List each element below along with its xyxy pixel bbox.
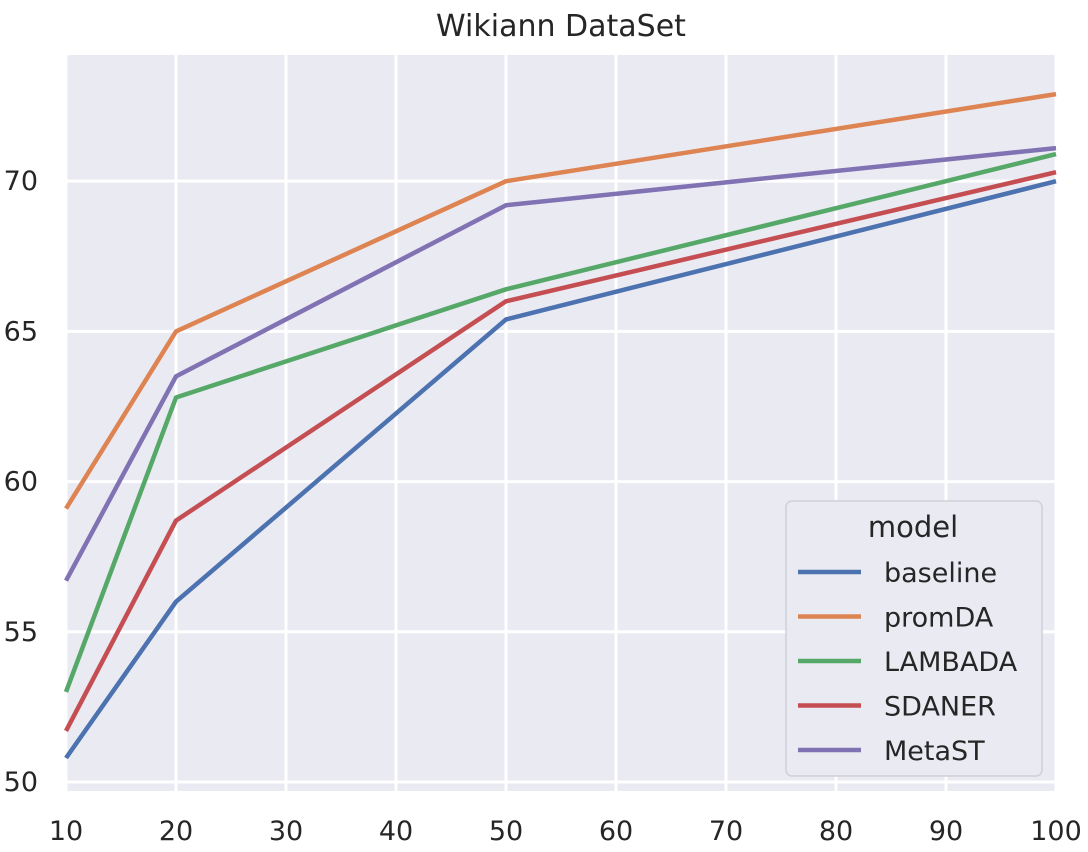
grid — [64, 55, 1058, 791]
x-tick-label: 70 — [709, 816, 743, 847]
x-tick-label: 20 — [159, 816, 193, 847]
x-tick-label: 90 — [929, 816, 963, 847]
legend-label-metast: MetaST — [884, 736, 985, 767]
axis-ticks: 10 20 30 40 50 60 70 80 90 100 50 55 60 65 70 — [4, 166, 1082, 847]
series-line-baseline — [64, 179, 1057, 760]
series-line-sdaner — [64, 170, 1057, 732]
x-tick-label: 40 — [379, 816, 413, 847]
x-tick-label: 80 — [819, 816, 853, 847]
x-tick-label: 50 — [489, 816, 523, 847]
legend-label-baseline: baseline — [884, 558, 997, 589]
series-line-lambada — [63, 151, 1057, 693]
series-line-promda — [64, 91, 1057, 510]
y-tick-label: 55 — [4, 617, 38, 648]
legend-label-lambada: LAMBADA — [884, 647, 1018, 678]
series-lines — [63, 91, 1057, 760]
legend: model baseline promDA LAMBADA SDANER MetaST — [785, 500, 1043, 777]
legend-label-sdaner: SDANER — [884, 692, 996, 723]
y-tick-label: 60 — [4, 467, 38, 498]
y-tick-label: 65 — [4, 316, 38, 347]
y-tick-label: 50 — [4, 767, 38, 798]
y-tick-label: 70 — [4, 166, 38, 197]
chart-title: Wikiann DataSet — [436, 9, 686, 44]
legend-title: model — [868, 510, 958, 544]
x-tick-label: 30 — [269, 816, 303, 847]
x-tick-label: 60 — [599, 816, 633, 847]
x-tick-label: 10 — [49, 816, 83, 847]
series-line-metast — [64, 145, 1057, 582]
legend-label-promda: promDA — [884, 603, 994, 634]
x-tick-label: 100 — [1030, 816, 1082, 847]
